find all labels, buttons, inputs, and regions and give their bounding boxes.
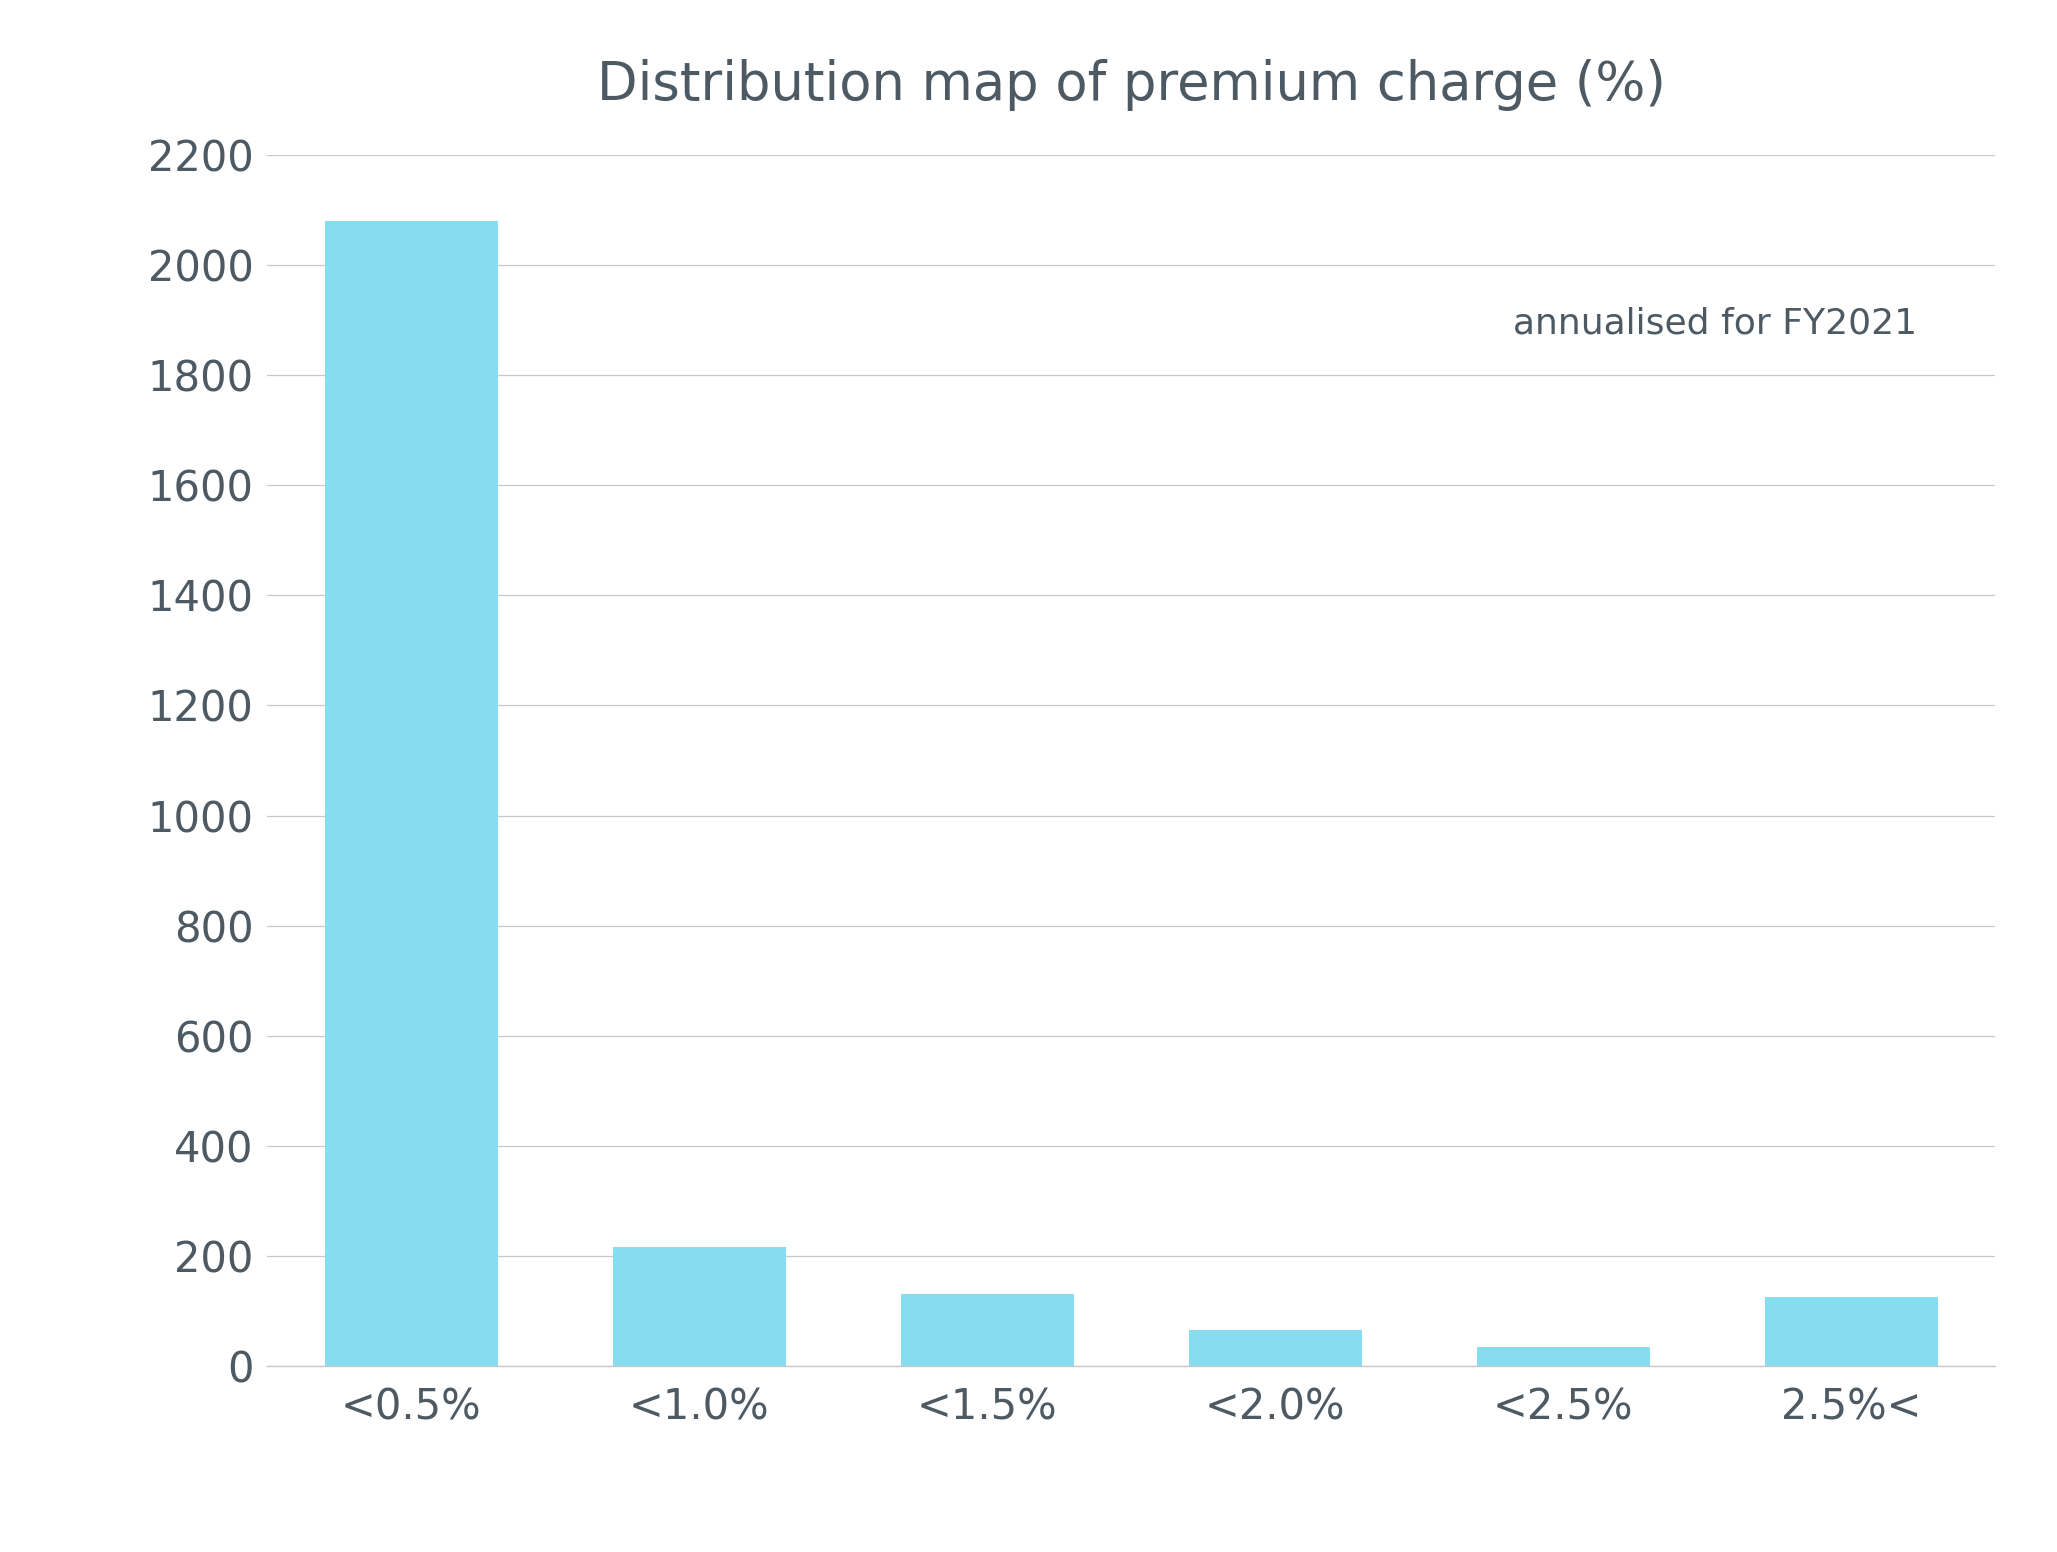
Bar (613, 1248, 786, 1366)
Text: annualised for FY2021: annualised for FY2021 (1514, 307, 1917, 340)
Title: Distribution map of premium charge (%): Distribution map of premium charge (%) (597, 59, 1666, 110)
Bar (325, 222, 498, 1366)
Bar (1189, 1330, 1362, 1366)
Bar (1477, 1347, 1650, 1366)
Bar (901, 1294, 1074, 1366)
Bar (1765, 1297, 1938, 1366)
